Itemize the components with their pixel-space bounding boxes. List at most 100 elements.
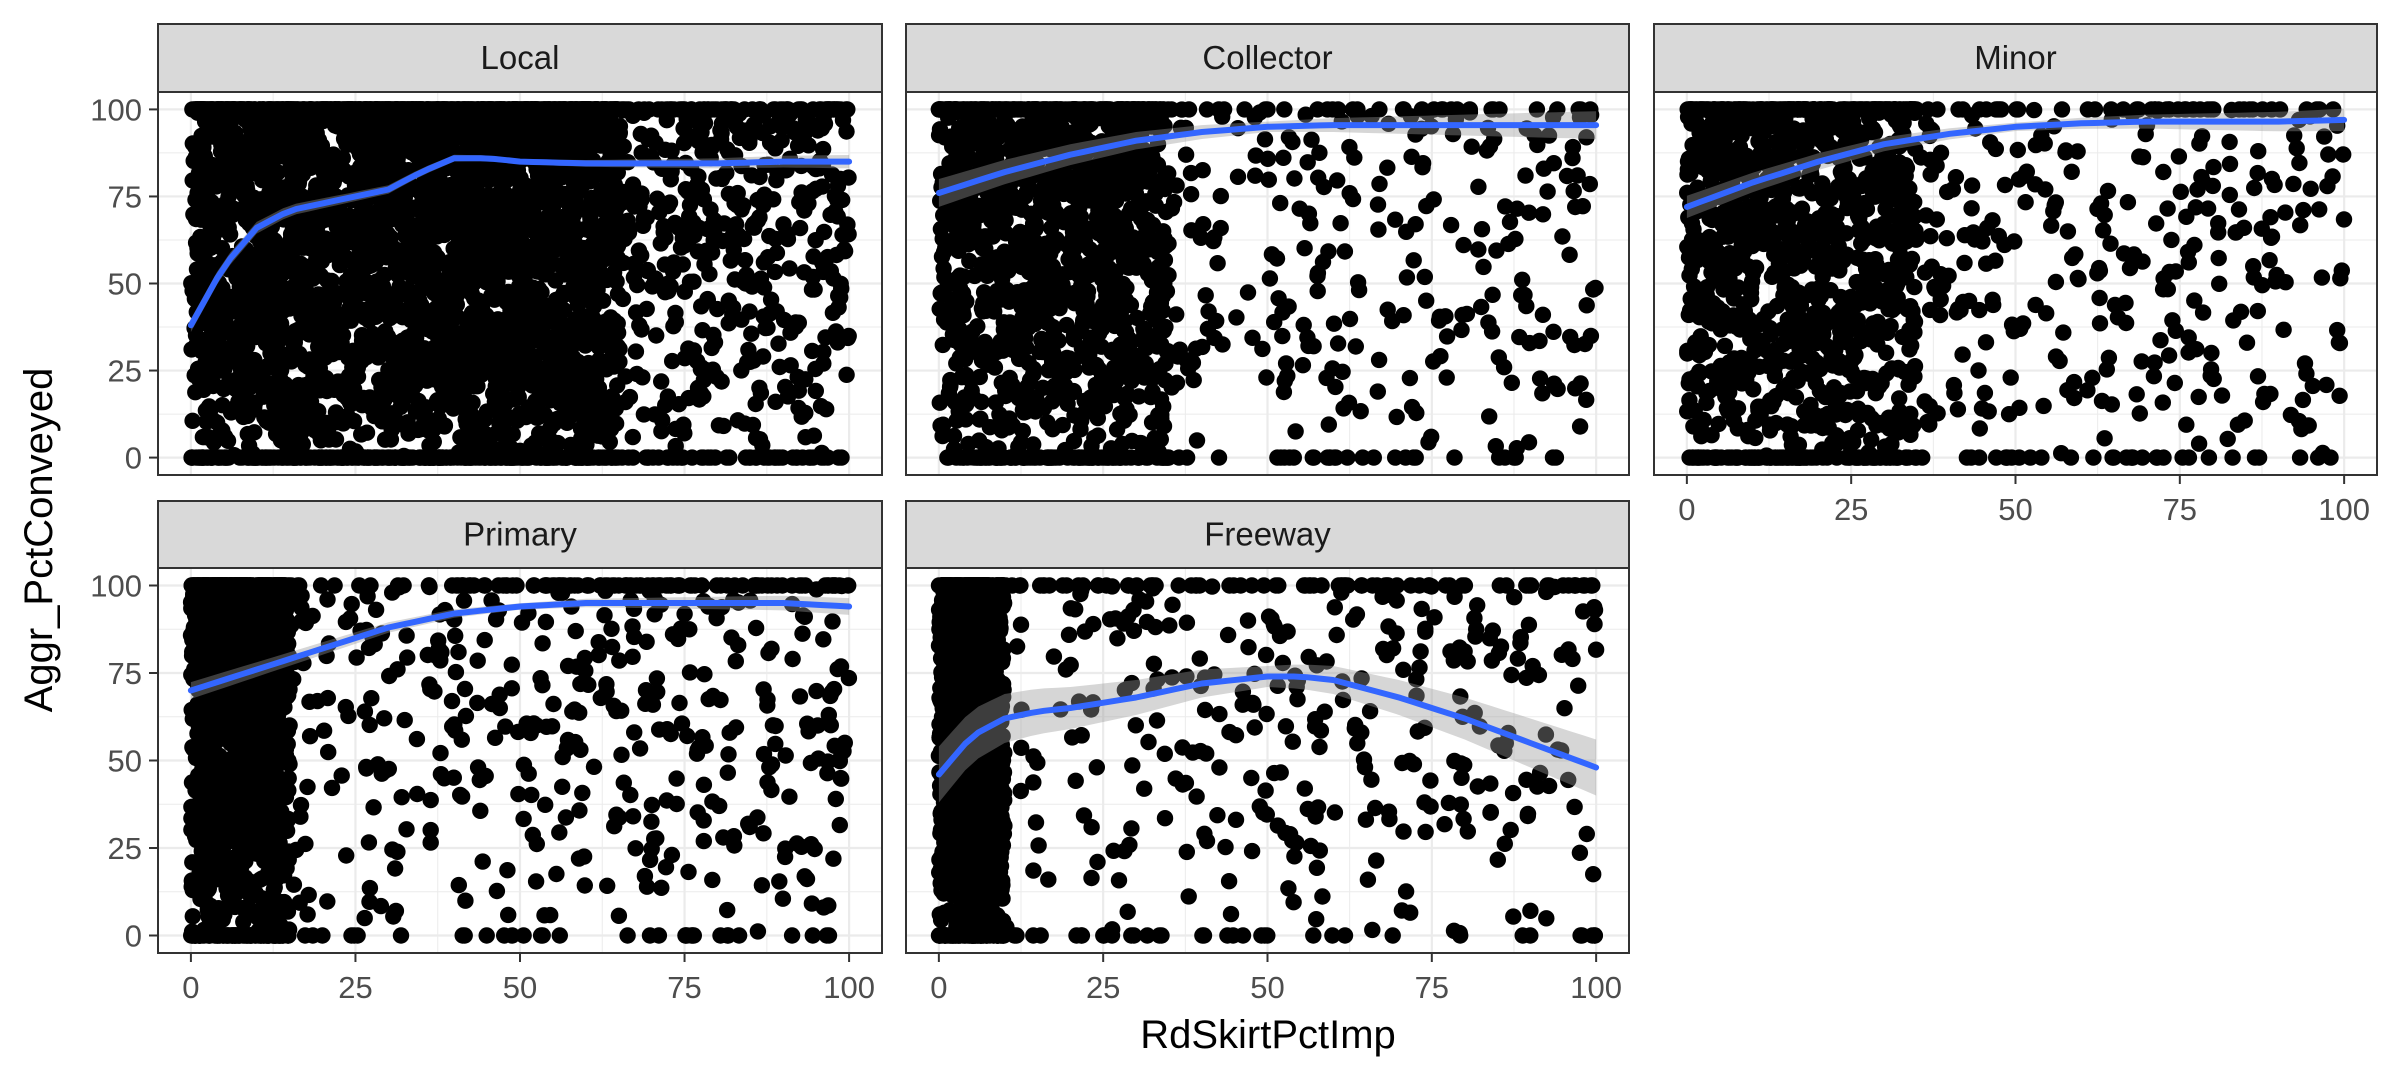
data-point: [191, 371, 208, 388]
data-point: [365, 255, 382, 273]
data-point: [239, 425, 256, 443]
data-point: [310, 307, 327, 324]
data-point: [258, 412, 275, 430]
data-point: [803, 281, 821, 298]
data-point: [660, 283, 677, 300]
data-point: [434, 449, 452, 466]
data-point: [258, 311, 276, 328]
data-point: [730, 227, 747, 244]
data-point: [1214, 336, 1231, 353]
data-point: [437, 131, 454, 148]
data-point: [359, 449, 376, 466]
data-point: [414, 310, 431, 328]
data-point: [227, 371, 245, 388]
data-point: [712, 169, 729, 186]
data-point: [777, 378, 794, 396]
data-point: [529, 242, 546, 260]
data-point: [1347, 338, 1365, 355]
data-point: [690, 168, 707, 185]
data-point: [651, 204, 668, 221]
data-point: [674, 256, 691, 273]
data-point: [541, 434, 558, 451]
data-point: [721, 449, 738, 466]
data-point: [315, 238, 333, 255]
data-point: [723, 101, 740, 118]
data-point: [580, 291, 597, 308]
data-point: [416, 340, 433, 357]
data-point: [816, 449, 833, 466]
data-point: [1484, 286, 1501, 303]
data-point: [702, 449, 720, 466]
data-point: [499, 207, 516, 224]
data-point: [807, 360, 824, 378]
data-point: [413, 357, 431, 374]
data-point: [627, 343, 645, 360]
data-point: [815, 223, 833, 241]
data-point: [326, 286, 343, 304]
data-point: [205, 412, 222, 429]
data-point: [242, 254, 259, 272]
data-point: [767, 101, 784, 118]
data-point: [529, 263, 546, 280]
data-point: [277, 241, 295, 258]
data-point: [192, 211, 210, 228]
data-point: [838, 366, 855, 383]
data-point: [585, 449, 602, 466]
data-point: [277, 329, 295, 346]
data-point: [790, 314, 807, 331]
data-point: [258, 334, 276, 351]
data-point: [445, 204, 462, 221]
data-point: [556, 101, 573, 118]
data-point: [235, 320, 252, 338]
facet-strip: [157, 23, 883, 93]
data-point: [648, 327, 665, 344]
data-point: [290, 135, 307, 152]
data-point: [741, 134, 758, 151]
data-point: [1438, 369, 1455, 386]
data-point: [614, 290, 632, 308]
data-point: [1423, 428, 1440, 445]
data-point: [1371, 101, 1388, 118]
data-point: [666, 214, 684, 232]
data-point: [807, 382, 824, 400]
data-point: [578, 202, 595, 219]
data-point: [449, 227, 466, 244]
data-point: [312, 449, 329, 466]
data-point: [294, 166, 311, 183]
y-tick-label: 75: [108, 179, 142, 214]
data-point: [244, 101, 261, 118]
data-point: [424, 227, 441, 245]
data-point: [478, 307, 495, 324]
data-point: [1566, 336, 1583, 354]
data-point: [504, 101, 522, 118]
data-point: [555, 284, 572, 302]
data-point: [739, 354, 756, 371]
data-point: [695, 388, 712, 405]
data-point: [470, 197, 487, 214]
data-point: [444, 181, 461, 198]
data-point: [404, 326, 421, 343]
data-point: [248, 449, 266, 466]
data-point: [827, 323, 845, 340]
data-point: [593, 238, 610, 255]
data-point: [486, 362, 504, 379]
data-point: [513, 373, 530, 390]
data-point: [824, 304, 842, 321]
data-point: [1168, 306, 1185, 323]
data-point: [536, 406, 554, 424]
data-point: [624, 428, 641, 446]
data-point: [609, 377, 626, 394]
data-point: [382, 201, 399, 218]
data-point: [1194, 338, 1211, 356]
data-point: [601, 433, 618, 451]
data-point: [679, 183, 697, 200]
data-point: [773, 132, 790, 149]
data-point: [373, 379, 390, 396]
data-point: [465, 275, 482, 292]
data-point: [1341, 310, 1359, 328]
data-point: [522, 314, 539, 331]
data-point: [325, 174, 342, 191]
data-point: [391, 263, 408, 281]
data-point: [754, 124, 771, 142]
data-point: [269, 134, 286, 152]
